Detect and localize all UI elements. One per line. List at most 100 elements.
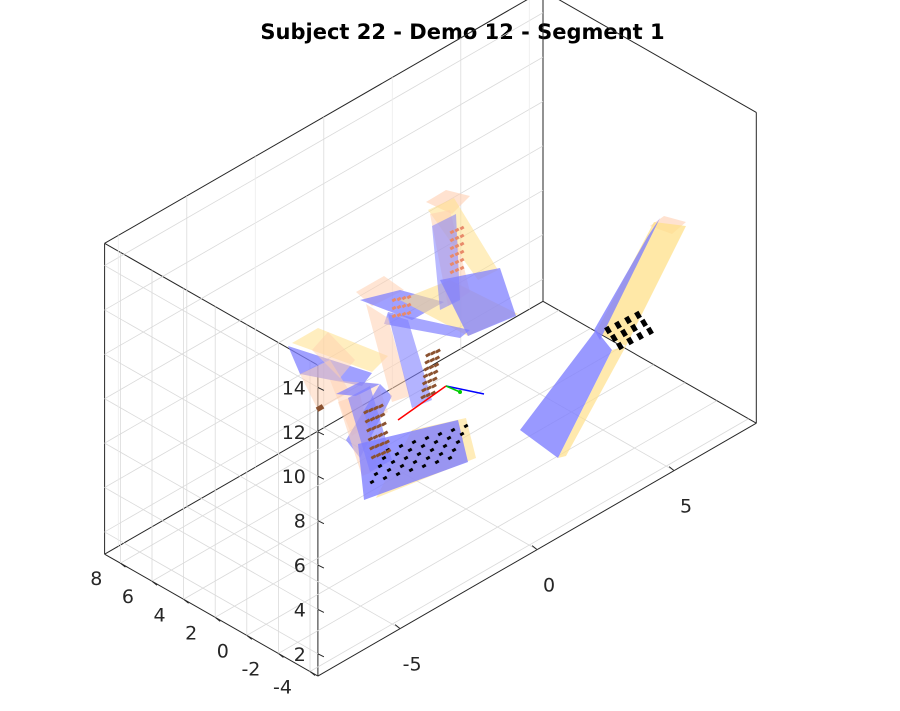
marker-point (604, 325, 612, 335)
marker-point (384, 439, 390, 445)
marker-point (459, 265, 465, 271)
z-tick-label: 2 (294, 644, 306, 666)
marker-point (614, 320, 622, 330)
y-tick-mark (120, 562, 126, 568)
z-tick-label: 8 (294, 511, 306, 533)
grid-line (104, 145, 544, 400)
y-tick-label: 8 (90, 568, 102, 590)
marker-point (634, 310, 642, 320)
z-tick-label: 14 (282, 377, 306, 399)
grid-line (104, 398, 319, 521)
marker-point (421, 387, 427, 393)
marker-point (454, 243, 460, 249)
marker-point (396, 296, 402, 302)
hand-pose-solid (558, 346, 626, 458)
marker-point (431, 383, 437, 389)
marker-point (382, 475, 388, 481)
grid-line (104, 56, 544, 311)
marker-point (646, 326, 654, 336)
hand-pose-solid (384, 312, 470, 338)
coordinate-frame-axes (397, 385, 485, 421)
marker-point (398, 443, 404, 449)
marker-point (424, 359, 431, 365)
grid-line (104, 442, 319, 566)
y-tick-label: -4 (273, 677, 292, 699)
marker-point (363, 409, 369, 415)
marker-point (454, 259, 460, 265)
x-tick-mark (668, 466, 675, 472)
hand-pose-solid (358, 420, 468, 500)
marker-point (425, 455, 431, 461)
marker-point (368, 407, 374, 413)
marker-point (610, 333, 618, 343)
frame-axis-z (445, 385, 485, 395)
marker-point (379, 412, 386, 418)
marker-point (382, 430, 389, 436)
marker-point (454, 251, 460, 257)
marker-point (391, 313, 397, 319)
marker-point (381, 421, 387, 427)
marker-point (459, 241, 465, 247)
y-tick-label: 6 (122, 586, 134, 608)
marker-point (424, 435, 430, 441)
z-tick-mark (317, 475, 325, 480)
hand-pose-solid (366, 304, 410, 402)
y-tick-mark (183, 598, 189, 604)
marker-point (369, 479, 375, 485)
grid-line (186, 506, 401, 629)
marker-point (426, 378, 433, 384)
hand-pose-solid (336, 382, 380, 396)
chart-title: Subject 22 - Demo 12 - Segment 1 (260, 20, 665, 44)
box-edge (104, 242, 319, 366)
marker-point (449, 237, 455, 243)
marker-point (429, 357, 436, 363)
marker-point (463, 423, 469, 429)
grid-line (120, 310, 559, 564)
grid-line (104, 265, 319, 388)
marker-point (450, 427, 456, 433)
marker-point (427, 371, 434, 377)
marker-point (391, 297, 397, 303)
frame-axis-x (397, 385, 447, 421)
grid-line (104, 101, 544, 355)
x-tick-mark (531, 545, 538, 551)
marker-point (406, 310, 412, 316)
marker-point (416, 451, 422, 457)
hand-pose-solids (288, 190, 686, 500)
x-tick-label: 5 (680, 496, 692, 518)
box-edge (542, 300, 757, 424)
marker-point (379, 441, 385, 447)
marker-point (396, 312, 402, 318)
grid-line (246, 382, 686, 636)
z-tick-mark (317, 520, 325, 525)
marker-point (378, 403, 384, 409)
marker-point (449, 229, 455, 235)
marker-point (459, 233, 465, 239)
marker-point (438, 451, 444, 457)
marker-point (370, 454, 377, 460)
marker-point (620, 328, 628, 338)
z-tick-mark (317, 564, 325, 569)
grid-line (309, 418, 749, 672)
z-tick-label: 10 (282, 466, 306, 488)
y-tick-mark (151, 580, 158, 586)
marker-point (399, 463, 405, 469)
marker-points (315, 225, 654, 485)
marker-point (435, 348, 441, 354)
marker-point (630, 323, 638, 333)
marker-point (373, 471, 379, 477)
z-tick-mark (317, 608, 325, 613)
marker-point (367, 436, 374, 442)
marker-point (420, 394, 427, 400)
marker-point (640, 318, 648, 328)
marker-point (624, 315, 632, 325)
marker-point (407, 447, 413, 453)
grid-line (104, 487, 319, 610)
marker-point (454, 235, 460, 241)
marker-point (377, 432, 384, 438)
grid-line (104, 531, 319, 655)
axes-box (104, 0, 757, 677)
marker-point (447, 455, 453, 461)
